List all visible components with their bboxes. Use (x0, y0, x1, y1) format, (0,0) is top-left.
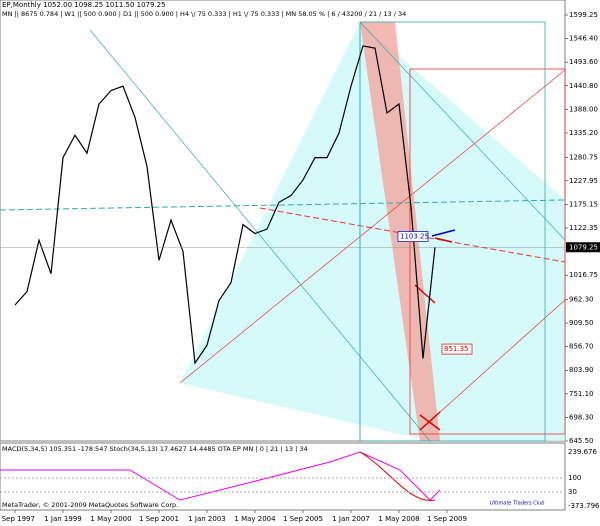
indicator-title: MACD(5,34,5) 105.351 -178.547 Stoch(34,5… (2, 445, 308, 453)
header-line: MN || 8675 0.784 | W1 || 500 0.900 | D1 … (2, 10, 406, 18)
y-tick-label: 856.70 (569, 343, 594, 351)
price-line (14, 45, 436, 365)
y-tick-label: 1227.95 (569, 177, 598, 185)
indicator-axis-label: -373.796 (568, 502, 600, 510)
y-tick-label: 1493.60 (569, 58, 598, 66)
annotation-label: 851.35 (444, 345, 469, 353)
indicator-axis-label: 100 (568, 474, 581, 482)
x-tick-label: 1 Sep 2005 (283, 515, 323, 523)
macd-line (0, 451, 441, 501)
y-tick-label: 1016.75 (569, 271, 598, 279)
y-tick-label: 698.30 (569, 413, 594, 421)
x-tick-label: 1 Sep 2009 (427, 515, 467, 523)
x-tick-label: 1 Jan 2003 (188, 515, 226, 523)
x-tick-label: 1 May 2008 (378, 515, 419, 523)
header-line: EP,Monthly 1052.00 1098.25 1011.50 1079.… (2, 1, 166, 9)
gann-box (409, 68, 566, 435)
copyright: MetaTrader, © 2001-2009 MetaQuotes Softw… (2, 501, 178, 509)
x-tick-label: 1 Jan 1999 (44, 515, 82, 523)
y-tick-label: 645.50 (569, 437, 594, 445)
fan-line (419, 299, 566, 431)
x-tick-label: 1 Sep 1997 (0, 515, 35, 523)
y-tick-label: 803.90 (569, 366, 594, 374)
trend-line (359, 21, 566, 241)
annotation-label: 1103.25 (400, 233, 429, 241)
y-tick-label: 962.30 (569, 295, 594, 303)
indicator-axis-label: 30 (568, 488, 577, 496)
trend-line (89, 29, 431, 442)
y-tick-label: 909.50 (569, 319, 594, 327)
annotation-box (397, 231, 429, 242)
y-tick-label: 1175.15 (569, 200, 598, 208)
annotation-box (441, 343, 473, 355)
current-price-box (566, 242, 600, 253)
x-tick-label: 1 May 2004 (234, 515, 276, 523)
y-tick-label: 1335.20 (569, 129, 598, 137)
x-tick-label: 1 May 2000 (90, 515, 131, 523)
y-tick-label: 1599.25 (569, 11, 598, 19)
y-tick-label: 751.10 (569, 390, 594, 398)
x-tick-label: 1 Sep 2001 (139, 515, 179, 523)
x-tick-label: 1 Jan 2007 (332, 515, 370, 523)
y-tick-label: 1280.75 (569, 153, 598, 161)
stoch-line (359, 451, 436, 501)
arrow (431, 229, 456, 237)
fan-line (179, 69, 566, 384)
level-line (0, 199, 566, 211)
y-tick-label: 1440.80 (569, 82, 598, 90)
watermark: Ultimate Traders Club (490, 501, 544, 507)
y-tick-label: 1388.00 (569, 105, 598, 113)
y-tick-label: 1546.40 (569, 35, 598, 43)
current-price-label: 1079.25 (569, 243, 598, 251)
indicator-panel (0, 442, 566, 511)
gann-fan (180, 22, 565, 441)
indicator-axis-label: 239.676 (568, 448, 597, 456)
y-tick-label: 1122.35 (569, 224, 598, 232)
arrows (414, 237, 453, 431)
